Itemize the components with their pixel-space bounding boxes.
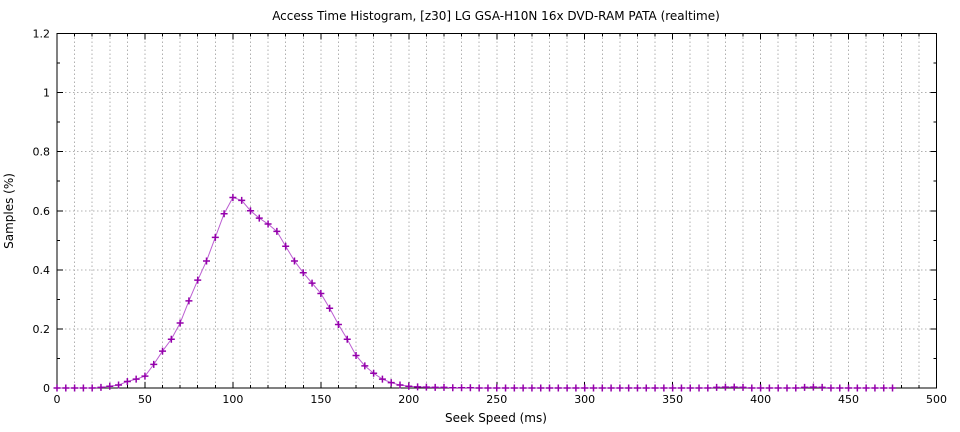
x-tick-label: 0 (54, 393, 61, 406)
x-tick-label: 400 (750, 393, 771, 406)
y-tick-label: 1.2 (33, 28, 51, 41)
x-tick-label: 100 (222, 393, 243, 406)
x-tick-label: 350 (662, 393, 683, 406)
series-plus-markers (53, 193, 897, 392)
series-line (57, 196, 893, 389)
y-tick-label: 0.4 (33, 264, 51, 277)
x-tick-label: 150 (310, 393, 331, 406)
y-tick-label: 0.8 (33, 146, 51, 159)
y-tick-label: 0.6 (33, 205, 51, 218)
x-tick-label: 200 (398, 393, 419, 406)
x-tick-label: 450 (838, 393, 859, 406)
x-axis-label: Seek Speed (ms) (445, 411, 547, 425)
data-series (53, 193, 897, 392)
y-axis-label: Samples (%) (2, 173, 16, 249)
gridlines (57, 33, 937, 388)
y-tick-label: 0.2 (33, 323, 51, 336)
x-tick-label: 500 (926, 393, 947, 406)
y-tick-label: 1 (43, 87, 50, 100)
x-tick-label: 50 (138, 393, 152, 406)
x-tick-label: 300 (574, 393, 595, 406)
x-tick-label: 250 (486, 393, 507, 406)
tick-labels: 0 50 100 150 200 250 300 350 400 450 500 0 0.2 0.4 0.6… (33, 28, 948, 407)
y-tick-label: 0 (43, 382, 50, 395)
chart-title: Access Time Histogram, [z30] LG GSA-H10N… (272, 9, 720, 23)
